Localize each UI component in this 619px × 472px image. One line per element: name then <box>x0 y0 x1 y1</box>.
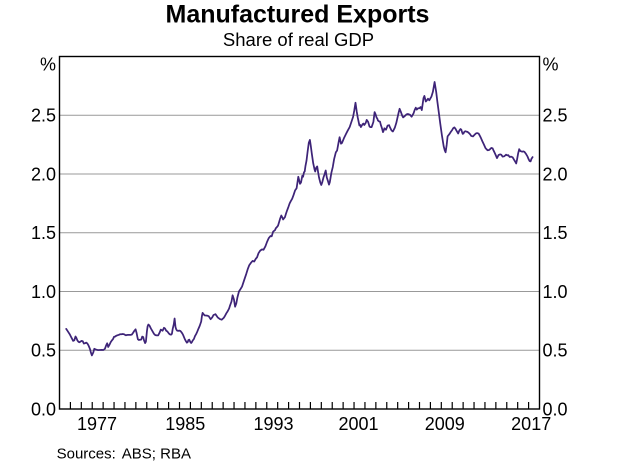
svg-text:%: % <box>543 55 559 75</box>
svg-text:2017: 2017 <box>511 414 551 434</box>
svg-text:2.5: 2.5 <box>31 106 56 126</box>
svg-text:2.5: 2.5 <box>543 106 568 126</box>
svg-text:1.0: 1.0 <box>31 282 56 302</box>
svg-text:ABS; RBA: ABS; RBA <box>122 446 191 463</box>
svg-text:2.0: 2.0 <box>31 164 56 184</box>
svg-text:1.0: 1.0 <box>543 282 568 302</box>
svg-text:Share of real GDP: Share of real GDP <box>223 29 374 50</box>
svg-text:0.0: 0.0 <box>31 399 56 419</box>
svg-text:1.5: 1.5 <box>543 223 568 243</box>
svg-text:1977: 1977 <box>77 414 117 434</box>
svg-text:1.5: 1.5 <box>31 223 56 243</box>
svg-text:1985: 1985 <box>165 414 205 434</box>
svg-text:%: % <box>40 55 56 75</box>
svg-text:1993: 1993 <box>253 414 293 434</box>
svg-text:Manufactured Exports: Manufactured Exports <box>166 1 430 29</box>
svg-text:Sources:: Sources: <box>57 446 116 463</box>
svg-text:2001: 2001 <box>338 414 378 434</box>
svg-text:0.0: 0.0 <box>543 399 568 419</box>
svg-text:2009: 2009 <box>425 414 465 434</box>
svg-text:0.5: 0.5 <box>31 341 56 361</box>
svg-text:0.5: 0.5 <box>543 341 568 361</box>
svg-text:2.0: 2.0 <box>543 164 568 184</box>
